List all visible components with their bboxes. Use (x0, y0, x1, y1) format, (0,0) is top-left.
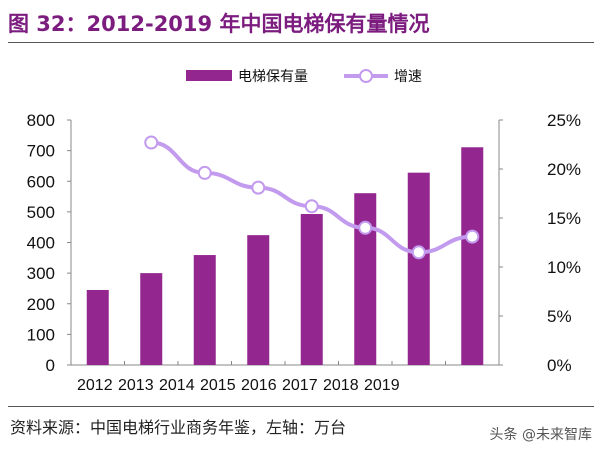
x-tick-label: 2019 (364, 377, 400, 394)
left-tick-label: 400 (27, 234, 55, 253)
growth-point (465, 229, 480, 244)
x-tick-label: 2012 (77, 377, 113, 394)
x-tick-label: 2013 (118, 377, 154, 394)
bar-2019 (461, 147, 484, 365)
left-tick-label: 800 (27, 111, 55, 130)
x-tick-label: 2016 (241, 377, 277, 394)
x-tick-label: 2015 (200, 377, 236, 394)
bar-2018 (407, 172, 430, 365)
growth-point (358, 220, 373, 235)
bar-2013 (140, 273, 163, 365)
left-tick-label: 600 (27, 172, 55, 191)
right-tick-label: 15% (547, 209, 581, 228)
legend-line-label: 增速 (394, 68, 422, 84)
legend-bar-label: 电梯保有量 (238, 68, 308, 84)
bar-2012 (86, 289, 109, 365)
legend-bar-swatch (186, 70, 232, 81)
bar-2016 (300, 214, 323, 365)
left-tick-label: 0 (46, 356, 55, 375)
x-tick-label: 2018 (323, 377, 359, 394)
bar-2014 (193, 255, 216, 365)
right-tick-label: 5% (547, 307, 572, 326)
legend-line-marker (359, 69, 373, 83)
left-tick-label: 500 (27, 203, 55, 222)
growth-point (197, 165, 212, 180)
right-tick-label: 20% (547, 160, 581, 179)
left-tick-label: 200 (27, 295, 55, 314)
divider (8, 42, 594, 43)
left-tick-label: 100 (27, 325, 55, 344)
left-tick-label: 300 (27, 264, 55, 283)
bar-2015 (247, 235, 270, 365)
growth-point (251, 180, 266, 195)
growth-point (144, 135, 159, 150)
watermark: 头条 @未来智库 (489, 427, 592, 443)
right-tick-label: 0% (547, 356, 572, 375)
x-tick-label: 2017 (282, 377, 318, 394)
x-tick-label: 2014 (159, 377, 195, 394)
divider (8, 406, 594, 407)
left-tick-label: 700 (27, 142, 55, 161)
right-tick-label: 25% (547, 111, 581, 130)
bar-2017 (354, 193, 377, 365)
growth-point (304, 199, 319, 214)
source-note: 资料来源：中国电梯行业商务年鉴，左轴：万台 (10, 418, 347, 437)
figure-title: 图 32：2012-2019 年中国电梯保有量情况 (8, 12, 430, 36)
growth-point (411, 245, 426, 260)
right-tick-label: 10% (547, 258, 581, 277)
chart: 0 100 200 300 400 500 600 700 800 0% 5% 10% 15% 20% 25… (27, 68, 581, 394)
